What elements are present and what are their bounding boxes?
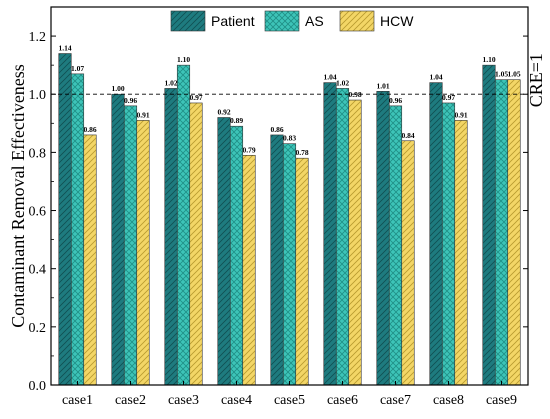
value-label-hcw-case7: 0.84 [401,131,414,140]
value-label-as-case3: 1.10 [177,55,190,64]
x-tick-label-case4: case4 [221,393,252,408]
bar-as-case5 [282,143,297,386]
value-label-patient-case1: 1.14 [58,44,71,53]
value-label-as-case8: 0.97 [442,93,455,102]
x-tick-label-case9: case9 [486,393,517,408]
value-label-hcw-case4: 0.79 [242,145,255,154]
bar-patient-case2 [111,93,125,386]
bar-hcw-case4 [242,154,256,386]
bar-patient-case5 [270,134,284,386]
legend-label-hcw: HCW [380,13,414,29]
value-label-patient-case7: 1.01 [376,81,389,90]
legend-swatch-hcw [339,10,375,32]
bar-as-case4 [229,125,244,386]
bar-hcw-case5 [295,157,309,386]
bar-as-case6 [335,88,350,386]
bar-as-case3 [176,64,191,386]
value-label-as-case2: 0.96 [124,96,137,105]
value-label-as-case6: 1.02 [336,78,349,87]
y-tick-label: 1.0 [29,88,47,103]
legend-swatch-as [264,10,300,32]
bar-as-case9 [494,79,509,386]
bar-as-case2 [123,105,138,386]
legend-label-patient: Patient [211,13,255,29]
value-label-as-case9: 1.05 [495,70,508,79]
legend: Patient AS HCW [170,10,414,32]
bar-hcw-case8 [454,120,468,386]
legend-swatch-patient [170,10,206,32]
bar-hcw-case3 [189,102,203,386]
x-tick-label-case3: case3 [168,393,199,408]
value-label-as-case5: 0.83 [283,134,296,143]
bar-as-case7 [388,105,403,386]
value-label-patient-case6: 1.04 [323,73,336,82]
y-axis-title: Contaminant Removal Effectiveness [8,64,28,328]
value-label-hcw-case8: 0.91 [454,110,467,119]
x-tick-label-case2: case2 [115,393,146,408]
value-label-hcw-case3: 0.97 [189,93,202,102]
y-tick-label: 1.2 [29,30,47,45]
value-label-patient-case2: 1.00 [111,84,124,93]
value-label-hcw-case9: 1.05 [507,70,520,79]
bar-hcw-case9 [507,79,521,386]
bar-patient-case9 [482,64,496,386]
x-tick-label-case7: case7 [380,393,411,408]
value-label-as-case7: 0.96 [389,96,402,105]
y-tick-label: 0.2 [29,321,47,336]
value-label-patient-case4: 0.92 [217,107,230,116]
y-tick-label: 0.8 [29,146,47,161]
value-label-hcw-case2: 0.91 [136,110,149,119]
legend-item-as: AS [264,10,324,32]
legend-item-hcw: HCW [339,10,414,32]
bars-layer [58,53,521,386]
bar-patient-case6 [323,82,337,386]
value-label-hcw-case5: 0.78 [295,148,308,157]
bar-as-case1 [70,73,85,386]
bar-patient-case3 [164,88,178,386]
x-tick-label-case8: case8 [433,393,464,408]
legend-label-as: AS [305,13,324,29]
bar-patient-case7 [376,91,390,386]
bar-hcw-case1 [83,134,97,386]
reference-line-label: CRE=1 [526,53,546,107]
value-labels-layer: 1.141.070.861.000.960.911.021.100.970.92… [58,44,520,158]
x-tick-label-case5: case5 [274,393,305,408]
value-label-hcw-case1: 0.86 [83,125,96,134]
bar-hcw-case7 [401,140,415,386]
x-tick-label-case6: case6 [327,393,358,408]
bar-hcw-case2 [136,120,150,386]
bar-hcw-case6 [348,99,362,386]
bar-patient-case1 [58,53,72,386]
value-label-patient-case9: 1.10 [482,55,495,64]
bar-as-case8 [441,102,456,386]
value-label-as-case4: 0.89 [230,116,243,125]
bar-patient-case8 [429,82,443,386]
x-tick-label-case1: case1 [62,393,93,408]
value-label-patient-case3: 1.02 [164,78,177,87]
y-tick-label: 0.4 [29,263,47,278]
axes-layer: 0.0 0.2 0.4 0.6 0.8 1.0 1.2 case1 case2 case3 case… [29,6,529,408]
value-label-as-case1: 1.07 [71,64,84,73]
y-tick-label: 0.0 [29,379,47,394]
value-label-patient-case8: 1.04 [429,73,442,82]
value-label-patient-case5: 0.86 [270,125,283,134]
bar-patient-case4 [217,117,231,386]
y-tick-label: 0.6 [29,205,47,220]
legend-item-patient: Patient [170,10,255,32]
